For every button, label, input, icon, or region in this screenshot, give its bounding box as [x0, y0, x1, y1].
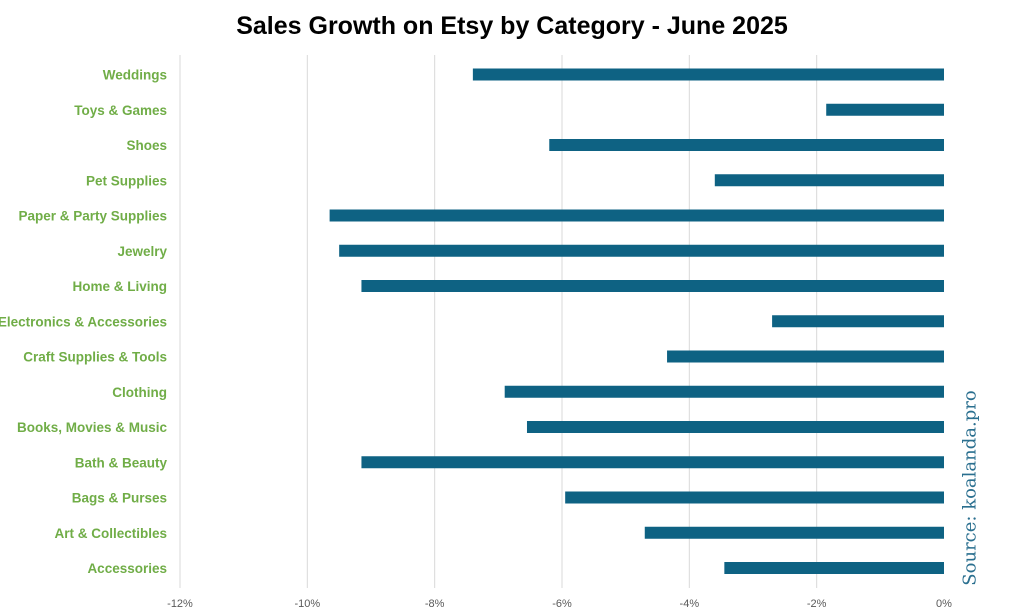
bar — [549, 139, 944, 151]
bars — [329, 68, 945, 574]
category-label: Paper & Party Supplies — [18, 209, 167, 224]
gridlines — [179, 55, 818, 588]
category-label: Pet Supplies — [86, 173, 167, 188]
category-label: Home & Living — [72, 279, 167, 294]
source-note: Source: koalanda.pro — [959, 390, 981, 586]
x-tick-label: 0% — [936, 598, 952, 610]
bar — [526, 421, 944, 433]
x-tick-label: -10% — [294, 598, 320, 610]
x-tick-label: -4% — [680, 598, 700, 610]
category-label: Jewelry — [117, 244, 167, 259]
category-label: Shoes — [126, 138, 167, 153]
category-label: Clothing — [112, 385, 167, 400]
category-label: Books, Movies & Music — [17, 420, 168, 435]
category-label: Art & Collectibles — [54, 526, 167, 541]
category-label: Weddings — [103, 68, 167, 83]
bar — [339, 244, 945, 257]
x-tick-label: -2% — [807, 598, 827, 610]
bar — [329, 209, 944, 222]
category-label: Bath & Beauty — [75, 455, 168, 470]
bar — [565, 491, 944, 504]
bar — [361, 280, 944, 292]
chart-title: Sales Growth on Etsy by Category - June … — [236, 12, 788, 40]
category-label: Accessories — [87, 561, 167, 576]
bar — [826, 103, 944, 116]
x-tick-label: -8% — [425, 598, 445, 610]
bar — [714, 174, 944, 187]
category-label: Bags & Purses — [72, 491, 167, 506]
bar — [772, 315, 944, 328]
category-labels: Weddings Toys & Games Shoes Pet Supplies Pap… — [0, 68, 167, 577]
x-axis-tick-labels: -12% -10% -8% -6% -4% -2% 0% — [167, 598, 952, 610]
x-tick-label: -12% — [167, 598, 193, 610]
category-label: Electronics & Accessories — [0, 314, 167, 329]
bar — [361, 456, 944, 469]
bar — [504, 385, 944, 398]
category-label: Toys & Games — [74, 103, 167, 118]
bar — [667, 350, 944, 363]
x-tick-label: -6% — [552, 598, 572, 610]
category-label: Craft Supplies & Tools — [23, 350, 167, 365]
bar — [472, 68, 944, 81]
bar — [644, 526, 944, 539]
bar — [724, 562, 944, 574]
